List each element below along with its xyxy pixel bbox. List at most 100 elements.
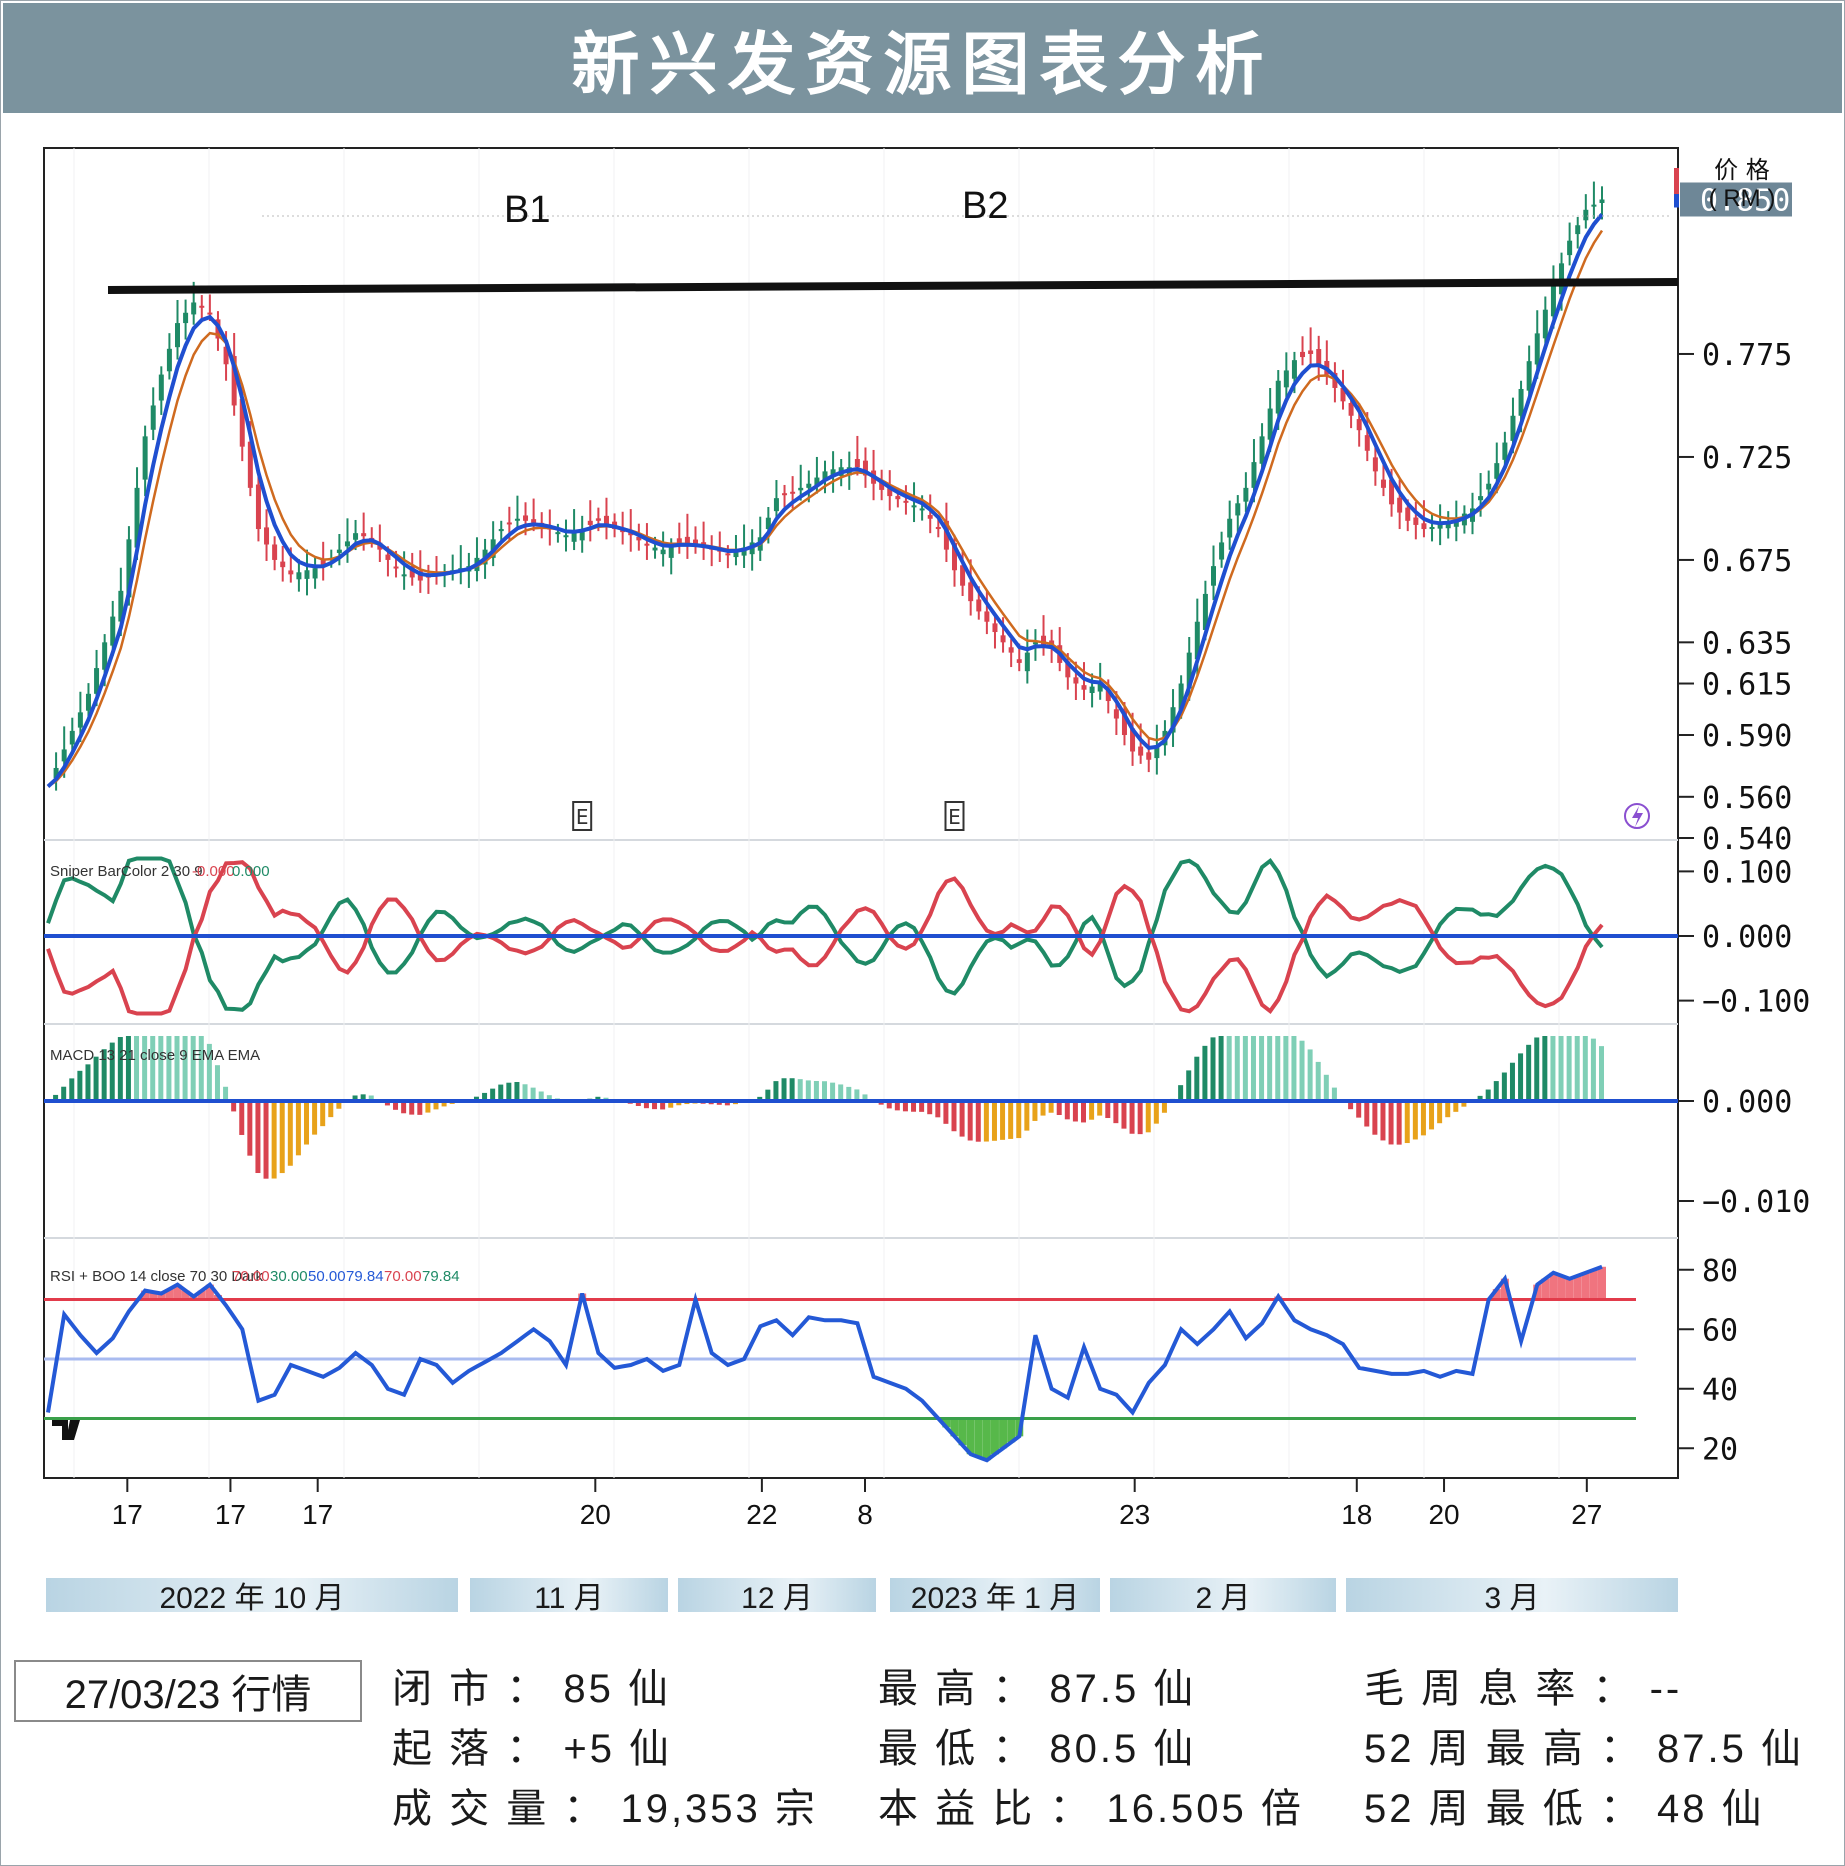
candle-body [693,539,698,546]
candle-body [822,471,828,481]
macd-bar [1210,1037,1216,1101]
stat-yield: 毛 周 息 率 ： -- [1364,1667,1683,1711]
candle-body [1154,745,1160,759]
candle-body [1016,659,1022,663]
price-tick-label: 0.775 [1702,338,1792,373]
candle-body [1291,360,1297,379]
macd-bar [1081,1101,1086,1123]
macd-bar [1121,1101,1127,1129]
macd-bar [1064,1101,1070,1120]
macd-bar [660,1101,666,1110]
candle-body [806,483,812,488]
macd-bar [1509,1062,1515,1101]
price-tick-label: 0.540 [1702,822,1792,857]
candle-body [1081,685,1087,690]
macd-bar [789,1078,795,1101]
macd-bar [1477,1095,1483,1101]
candle-body [571,532,577,542]
macd-bar [652,1101,658,1110]
macd-bar [1331,1087,1337,1101]
stat-volume: 成 交 量 ： 19,353 宗 [392,1787,818,1831]
candle-body [879,480,885,490]
macd-panel: MACD 13 21 close 9 EMA EMA [44,1036,1678,1179]
candle-body [385,554,391,560]
candle-body [1340,387,1346,402]
candle-body [361,533,367,537]
macd-bar [1380,1101,1386,1141]
candle-body [1356,419,1362,431]
macd-bar [101,1049,107,1101]
macd-bar [894,1101,900,1111]
candle-body [1024,652,1030,672]
macd-bar [490,1088,496,1101]
candle-body [1300,351,1306,358]
macd-bar [797,1079,803,1101]
macd-bar [1242,1036,1248,1101]
rsi-value: 70.00 [384,1268,422,1285]
candle-body [765,517,771,530]
macd-bar [409,1101,415,1115]
macd-bar [384,1101,390,1106]
price-axis-unit: ( RM ) [1709,185,1776,212]
candle-body [1073,677,1079,684]
macd-bar [134,1036,140,1101]
candle-body [1510,415,1516,441]
candle-body [976,599,982,612]
candle-body [272,544,278,560]
x-tick-label: 20 [1428,1499,1459,1530]
rsi-line [46,1264,1603,1463]
candle-body [175,323,180,348]
last-price-label: 0.850 [1700,183,1790,218]
candle-body [231,356,237,406]
candle-body [77,712,83,728]
candle-body [1032,642,1038,645]
earnings-marker [944,801,965,831]
candle-body [1364,435,1370,451]
macd-bar [441,1101,447,1107]
candle-body [814,477,820,486]
price-tick-label: 0.725 [1702,441,1792,476]
last-price-marker [1674,183,1679,208]
candle-body [158,374,164,401]
candle-body [1348,402,1354,416]
resistance-line [107,278,1679,294]
x-tick-label: 18 [1341,1499,1372,1530]
macd-bar [1323,1074,1329,1101]
candle-body [69,730,75,745]
candle-body [1041,635,1047,646]
candle-body [895,496,901,500]
macd-bar [967,1101,973,1141]
macd-bar [943,1101,949,1124]
candle-body [199,305,205,308]
candle-body [1146,752,1152,760]
macd-bar [93,1056,99,1101]
candle-body [952,543,957,571]
month-label-oct: 2022 年 10 月 [46,1578,458,1615]
candle-body [1542,309,1548,339]
candle-body [1518,388,1524,416]
macd-bar [1461,1101,1467,1107]
macd-bar [757,1096,763,1101]
candle-body [126,539,132,598]
candle-body [1008,647,1014,653]
candle-body [1502,442,1508,460]
macd-bar [538,1091,544,1101]
stat-close: 闭 市 ： 85 仙 [392,1667,671,1711]
x-tick-label: 8 [857,1499,873,1530]
candle-body [102,642,108,670]
macd-bar [1501,1072,1507,1101]
macd-bar [1599,1046,1604,1101]
candle-body [353,533,359,540]
earnings-marker-label: E [948,805,961,829]
macd-bar [433,1101,439,1110]
candle-body [142,436,148,480]
macd-bar [53,1094,59,1101]
candle-body [1316,349,1322,365]
candle-body [660,549,666,555]
candle-body [1494,463,1500,479]
macd-bar [530,1087,536,1101]
month-label-jan: 2023 年 1 月 [890,1578,1100,1615]
candle-body [935,526,941,530]
macd-bar [1582,1036,1588,1101]
macd-bar [1105,1101,1111,1119]
